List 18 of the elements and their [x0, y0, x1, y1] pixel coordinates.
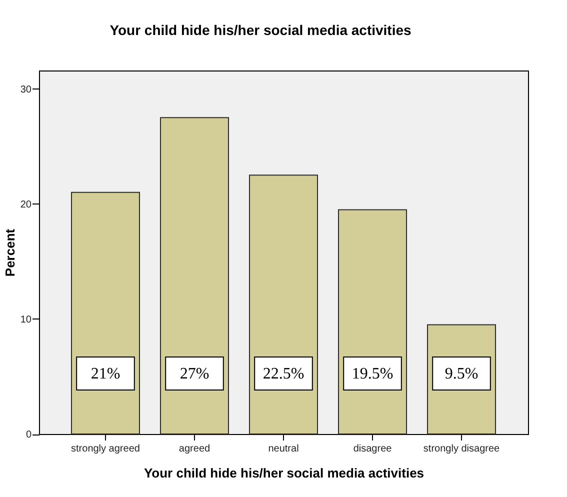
data-label: 19.5% — [352, 366, 394, 382]
x-tick-label: agreed — [178, 444, 210, 454]
y-axis-title: Percent — [2, 228, 18, 277]
y-tick-label: 30 — [20, 84, 32, 96]
x-tick-label: strongly disagree — [423, 444, 500, 454]
chart-title: Your child hide his/her social media activities — [110, 22, 412, 38]
x-tick-label: disagree — [353, 444, 392, 454]
bar — [160, 117, 229, 434]
x-axis-title: Your child hide his/her social media activities — [144, 466, 424, 480]
data-label: 21% — [90, 366, 120, 382]
y-tick-label: 0 — [26, 430, 32, 440]
x-tick-label: strongly agreed — [71, 444, 140, 454]
y-tick-label: 20 — [20, 199, 32, 210]
x-tick-label: neutral — [268, 444, 299, 454]
data-label: 27% — [180, 366, 210, 382]
y-tick-label: 10 — [20, 314, 32, 326]
data-label: 9.5% — [444, 366, 478, 382]
data-label: 22.5% — [262, 366, 304, 382]
